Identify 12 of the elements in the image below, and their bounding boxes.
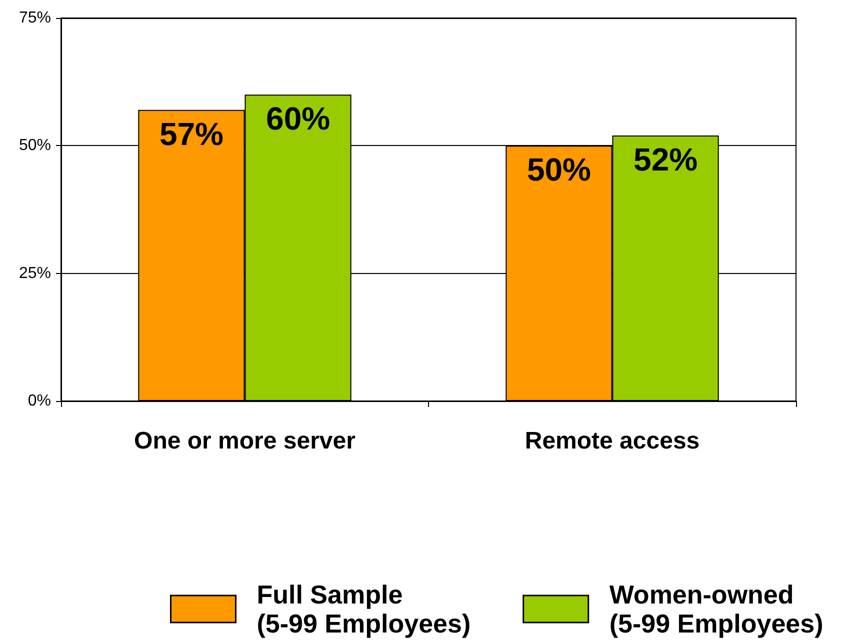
- data-label: 57%: [159, 116, 224, 152]
- x-tick-label: One or more server: [134, 428, 356, 454]
- y-tick-label: 0%: [28, 392, 51, 410]
- y-tick-label: 50%: [18, 137, 51, 154]
- legend-label: Full Sample (5-99 Employees): [256, 580, 471, 638]
- x-tick-label: Remote access: [524, 428, 700, 454]
- y-tick-label: 25%: [18, 264, 51, 282]
- data-label: 50%: [526, 152, 591, 188]
- data-label: 60%: [266, 100, 330, 137]
- legend-label: Women-owned (5-99 Employees): [609, 580, 824, 638]
- y-tick-label: 75%: [18, 10, 51, 26]
- data-label: 52%: [634, 141, 698, 178]
